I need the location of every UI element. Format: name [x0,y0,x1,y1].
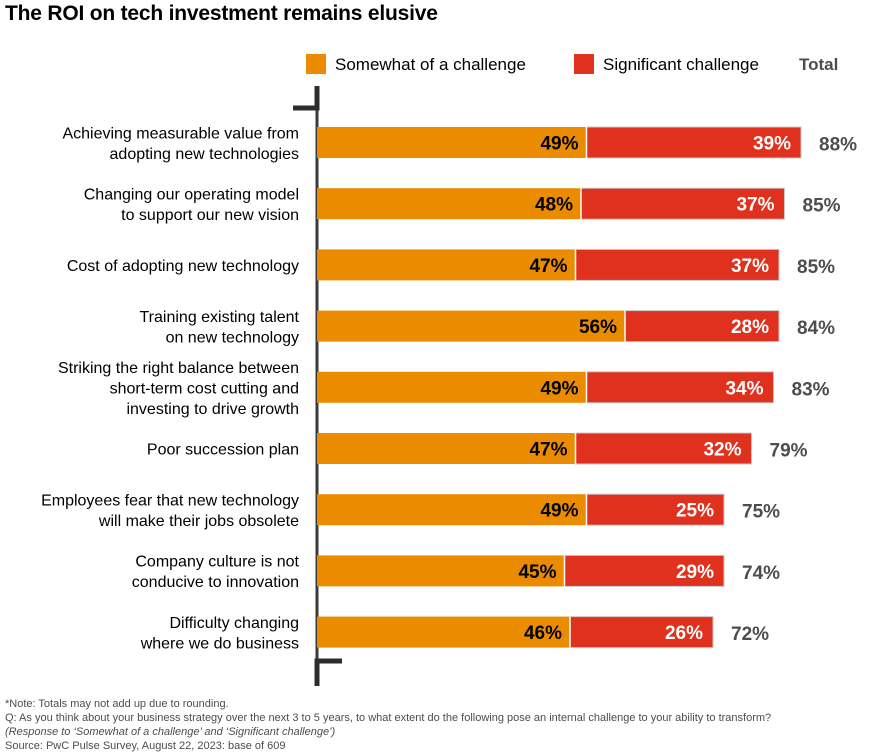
note-source: Source: PwC Pulse Survey, August 22, 202… [5,740,286,752]
value-label-significant: 29% [676,562,714,583]
top-bracket [293,86,320,111]
value-label-total: 75% [742,502,780,523]
bar-somewhat [317,188,581,220]
value-label-somewhat: 49% [540,501,578,522]
note-response: (Response to ‘Somewhat of a challenge’ a… [5,726,336,738]
value-label-total: 74% [742,563,780,584]
category-label: Achieving measurable value from adopting … [62,125,299,163]
bar-somewhat [317,249,576,281]
footnotes: *Note: Totals may not add up due to roun… [5,697,880,753]
value-label-total: 79% [770,441,808,462]
value-label-significant: 25% [676,501,714,522]
category-label: Poor succession plan [147,442,299,459]
bar-significant [575,432,752,465]
value-label-significant: 32% [703,440,741,461]
bar-somewhat [317,616,570,648]
value-label-total: 83% [792,379,830,400]
category-label: Striking the right balance between short-… [58,360,299,418]
bars: 49% 39% 88% 48% 37% 85% 47% 37% 85% 56% 28% 84% 49% 3… [317,126,857,649]
category-label: Employees fear that new technology will m… [41,492,299,530]
category-labels: Achieving measurable value from adopting … [41,125,299,652]
value-label-somewhat: 48% [535,195,573,216]
category-label: Training existing talent on new technolog… [140,309,300,347]
value-label-total: 85% [797,257,835,278]
legend-label-somewhat: Somewhat of a challenge [335,55,526,74]
bar-somewhat [317,494,587,526]
value-label-somewhat: 45% [518,562,556,583]
bar-significant [624,310,780,343]
value-label-significant: 34% [725,378,763,399]
value-label-total: 88% [819,135,857,156]
legend-label-significant: Significant challenge [603,55,759,74]
value-label-significant: 39% [753,134,791,155]
category-label: Company culture is not conducive to innov… [132,554,300,592]
value-label-somewhat: 49% [540,134,578,155]
value-label-significant: 37% [736,195,774,216]
bar-somewhat [317,310,625,342]
legend-swatch-significant [574,54,594,74]
value-label-somewhat: 46% [524,623,562,644]
bar-significant [569,616,714,649]
stacked-bar-chart: Achieving measurable value from adopting … [41,86,857,686]
bar-somewhat [317,371,587,403]
bar-somewhat [317,555,565,587]
value-label-significant: 26% [665,623,703,644]
legend-label-total: Total [799,55,839,74]
bar-significant [575,248,780,281]
value-label-total: 72% [731,624,769,645]
bottom-bracket [314,658,342,686]
value-label-total: 85% [803,196,841,217]
bar-significant [580,187,785,220]
value-label-significant: 28% [731,317,769,338]
value-label-somewhat: 47% [529,440,567,461]
legend-swatch-somewhat [306,54,326,74]
bar-significant [586,126,802,159]
value-label-somewhat: 56% [579,317,617,338]
bar-significant [586,493,725,526]
note-question: Q: As you think about your business stra… [5,712,772,724]
value-label-total: 84% [797,318,835,339]
value-label-significant: 37% [731,256,769,277]
category-label: Difficulty changing where we do business [140,615,299,653]
bar-somewhat [317,127,587,158]
category-label: Cost of adopting new technology [67,258,299,275]
chart-title: The ROI on tech investment remains elusi… [5,2,438,25]
bar-significant [564,554,725,587]
bar-significant [586,371,774,404]
bar-somewhat [317,433,576,464]
note-rounding: *Note: Totals may not add up due to roun… [5,698,229,710]
value-label-somewhat: 47% [529,256,567,277]
category-label: Changing our operating model to support o… [84,186,299,224]
value-label-somewhat: 49% [540,378,578,399]
